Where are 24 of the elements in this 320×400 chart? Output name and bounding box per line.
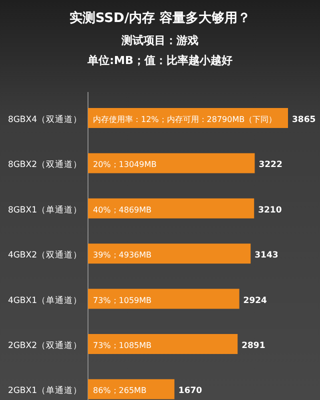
annotation: 20%；13049MB [93, 160, 157, 170]
chart-subtitle: 测试项目：游戏 [120, 34, 198, 47]
y-tick-label: 8GBX2（双通道） [8, 159, 82, 170]
annotation: 86%；265MB [93, 386, 146, 396]
chart-title: 实测SSD/内存 容量多大够用？ [69, 10, 251, 26]
y-tick-label: 2GBX1（单通道） [8, 385, 82, 396]
text: 单位:MB；值：比率越小越好 [86, 54, 232, 67]
y-tick-label: 4GBX1（单通道） [8, 294, 82, 306]
data-label: 3210 [258, 205, 282, 216]
annotation: 73%；1085MB [93, 341, 152, 350]
annotation: 73%；1059MB [93, 296, 152, 305]
data-label: 2924 [243, 296, 268, 306]
data-label: 3865 [292, 115, 316, 125]
y-tick-label: 4GBX2（双通道） [8, 250, 82, 261]
data-label: 3143 [254, 250, 278, 261]
data-label: 3222 [258, 160, 282, 170]
y-tick-label: 8GBX4（双通道） [8, 114, 82, 125]
y-tick-label: 2GBX2（双通道） [8, 340, 82, 351]
annotation: 39%；4936MB [93, 250, 152, 260]
annotation: 内存使用率：12%；内存可用：28790MB（下同） [93, 115, 277, 124]
annotation: 40%；4869MB [93, 205, 152, 214]
y-tick-label: 8GBX1（单通道） [8, 204, 82, 216]
data-label: 1670 [178, 386, 202, 396]
data-label: 2891 [242, 341, 266, 351]
